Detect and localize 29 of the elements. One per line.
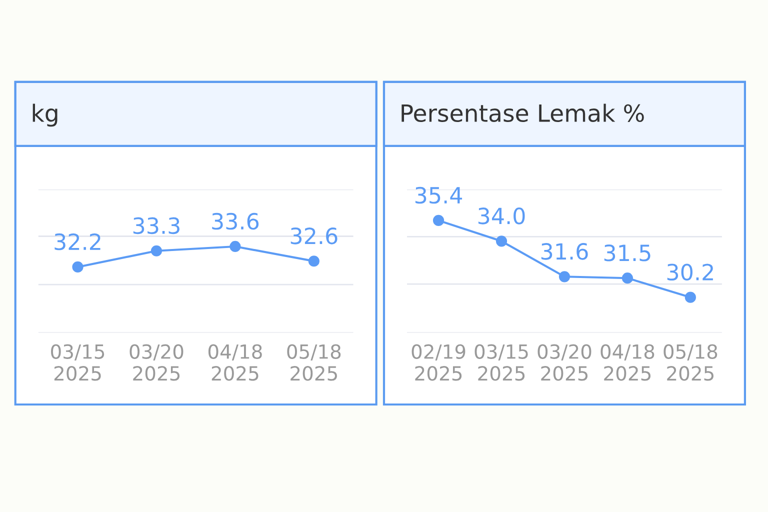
point: [432, 214, 444, 226]
point: [150, 245, 162, 256]
chart-title: kg: [32, 104, 58, 127]
data-label: 32.6: [290, 228, 338, 244]
data-label: 33.3: [133, 217, 180, 234]
x-tick-label: 03/15 2025: [51, 344, 104, 381]
point: [558, 271, 570, 282]
point: [72, 261, 84, 273]
data-label: 32.2: [54, 233, 100, 250]
point: [230, 240, 241, 252]
point: [684, 292, 696, 303]
x-tick-label: 02/19 2025: [412, 344, 466, 381]
x-tick-label: 04/18 2025: [208, 344, 262, 381]
point: [308, 256, 320, 267]
x-tick-label: 03/20 2025: [538, 344, 592, 381]
x-tick-label: 04/18 2025: [600, 344, 654, 381]
point: [496, 236, 508, 247]
x-tick-label: 05/18 2025: [287, 344, 341, 381]
point: [622, 272, 634, 284]
data-label: 35.4: [415, 186, 462, 204]
x-tick-label: 03/20 2025: [130, 344, 184, 381]
chart-title: Persentase Lemak %: [402, 104, 644, 122]
data-label: 34.0: [478, 208, 525, 224]
data-label: 30.2: [667, 264, 713, 281]
data-label: 31.6: [541, 243, 588, 260]
data-label: 33.6: [212, 212, 259, 230]
x-tick-label: 05/18 2025: [664, 344, 718, 381]
data-label: 31.5: [604, 244, 650, 262]
x-tick-label: 03/15 2025: [474, 344, 528, 381]
